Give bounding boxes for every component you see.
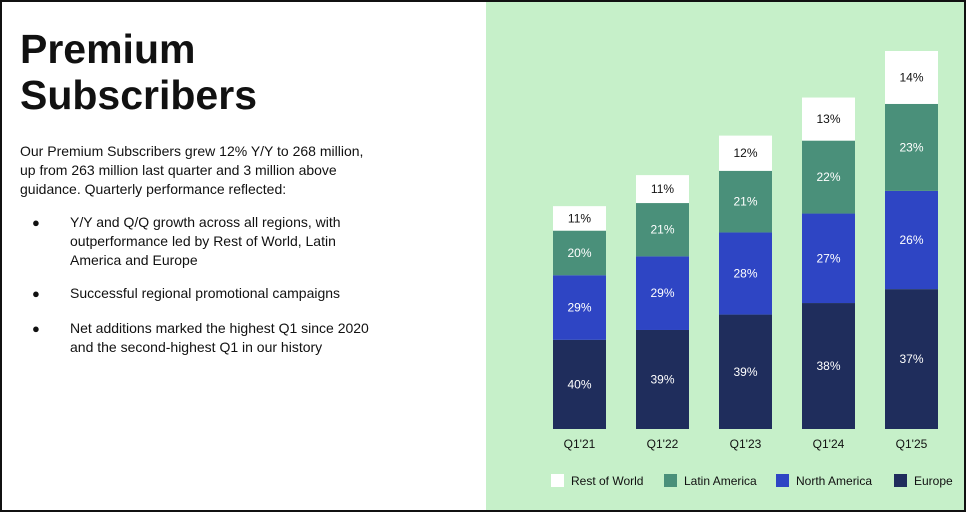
data-label-europe-2: 39% <box>650 372 674 386</box>
bar-segment-latin-america-5 <box>885 103 938 191</box>
data-label-latin-america-2: 21% <box>650 223 674 237</box>
chart-legend: Rest of World Latin America North America E… <box>551 474 953 488</box>
bar-segment-north-america-4 <box>802 213 855 304</box>
bar-segment-latin-america-1 <box>553 230 606 276</box>
x-tick-label-4: Q1'24 <box>813 437 845 451</box>
data-label-north-america-3: 28% <box>733 267 757 281</box>
bar-segment-europe-2 <box>636 329 689 429</box>
legend-label-latin-america: Latin America <box>684 474 757 488</box>
chart-panel: 40% 29% 20% 11% 39% 29% 21% 11% 39% 28% 21% 12% 38% 2… <box>486 2 964 510</box>
data-label-north-america-4: 27% <box>816 251 840 265</box>
x-tick-label-3: Q1'23 <box>730 437 762 451</box>
bar-segment-europe-1 <box>553 339 606 429</box>
bullet-dot-icon: ● <box>32 286 40 301</box>
bar-segment-north-america-5 <box>885 190 938 290</box>
data-label-latin-america-3: 21% <box>733 195 757 209</box>
data-label-latin-america-4: 22% <box>816 170 840 184</box>
x-axis-ticks: Q1'21 Q1'22 Q1'23 Q1'24 Q1'25 <box>564 437 928 451</box>
bar-segment-europe-5 <box>885 289 938 429</box>
bar-segment-rest-of-world-4 <box>802 97 855 141</box>
data-label-rest-of-world-1: 11% <box>568 211 591 225</box>
data-label-north-america-1: 29% <box>567 301 591 315</box>
x-tick-label-1: Q1'21 <box>564 437 596 451</box>
intro-paragraph: Our Premium Subscribers grew 12% Y/Y to … <box>20 143 364 197</box>
bar-segment-europe-4 <box>802 303 855 429</box>
bar-segment-europe-3 <box>719 314 772 429</box>
data-label-rest-of-world-3: 12% <box>733 146 757 160</box>
data-label-europe-1: 40% <box>567 377 591 391</box>
legend-label-north-america: North America <box>796 474 872 488</box>
bar-segment-latin-america-3 <box>719 170 772 233</box>
bar-segment-latin-america-4 <box>802 140 855 214</box>
legend-swatch-rest-of-world <box>551 474 564 487</box>
title-line-2: Subscribers <box>20 72 257 118</box>
bar-segment-north-america-3 <box>719 232 772 315</box>
bullet-text: Y/Y and Q/Q growth across all regions, w… <box>70 214 341 268</box>
bar-segment-north-america-1 <box>553 275 606 340</box>
bar-segment-rest-of-world-3 <box>719 135 772 171</box>
data-label-latin-america-1: 20% <box>567 246 591 260</box>
data-label-europe-4: 38% <box>816 359 840 373</box>
bar-segment-rest-of-world-1 <box>553 206 606 231</box>
bar-segment-latin-america-2 <box>636 203 689 257</box>
bullet-text: Net additions marked the highest Q1 sinc… <box>70 320 369 355</box>
legend-swatch-europe <box>894 474 907 487</box>
data-label-north-america-5: 26% <box>899 233 923 247</box>
legend-swatch-latin-america <box>664 474 677 487</box>
list-item: ● Net additions marked the highest Q1 si… <box>32 319 380 357</box>
text-panel: Premium Subscribers Our Premium Subscrib… <box>2 2 486 510</box>
list-item: ● Y/Y and Q/Q growth across all regions,… <box>32 213 380 270</box>
bullet-text: Successful regional promotional campaign… <box>70 285 341 301</box>
bar-segment-rest-of-world-5 <box>885 51 938 104</box>
x-tick-label-2: Q1'22 <box>647 437 679 451</box>
bars-group: 40% 29% 20% 11% 39% 29% 21% 11% 39% 28% 21% 12% 38% 2… <box>553 51 938 429</box>
bar-segment-rest-of-world-2 <box>636 175 689 204</box>
legend-label-rest-of-world: Rest of World <box>571 474 643 488</box>
page-title: Premium Subscribers <box>20 26 257 118</box>
bullet-dot-icon: ● <box>32 215 40 230</box>
legend-swatch-north-america <box>776 474 789 487</box>
data-label-latin-america-5: 23% <box>899 140 923 154</box>
x-tick-label-5: Q1'25 <box>896 437 928 451</box>
data-label-europe-5: 37% <box>899 352 923 366</box>
data-label-europe-3: 39% <box>733 365 757 379</box>
list-item: ● Successful regional promotional campai… <box>32 284 380 303</box>
bullet-dot-icon: ● <box>32 321 40 336</box>
data-label-rest-of-world-5: 14% <box>899 70 923 84</box>
data-label-rest-of-world-4: 13% <box>816 112 840 126</box>
legend-label-europe: Europe <box>914 474 953 488</box>
data-label-north-america-2: 29% <box>650 286 674 300</box>
title-line-1: Premium <box>20 26 196 72</box>
stacked-bar-chart: 40% 29% 20% 11% 39% 29% 21% 11% 39% 28% 21% 12% 38% 2… <box>551 51 953 488</box>
bar-segment-north-america-2 <box>636 256 689 330</box>
data-label-rest-of-world-2: 11% <box>651 182 674 196</box>
